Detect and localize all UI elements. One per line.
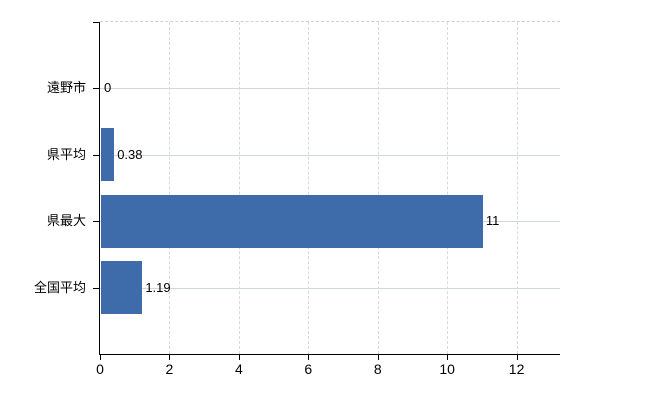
gridline-horizontal: [100, 88, 560, 90]
x-tick-label: 12: [508, 361, 525, 377]
gridline-vertical: [377, 22, 379, 354]
x-axis-tick: [169, 355, 171, 360]
x-tick-label: 4: [234, 361, 243, 377]
y-axis-tick: [93, 154, 100, 156]
x-axis-tick: [516, 355, 518, 360]
plot-top-border: [100, 21, 560, 22]
gridline-vertical: [169, 22, 171, 354]
value-label: 0.38: [117, 146, 143, 162]
y-axis-line: [99, 22, 100, 354]
gridline-vertical: [516, 22, 518, 354]
x-axis-tick: [377, 355, 379, 360]
value-label: 1.19: [145, 279, 171, 295]
y-axis-tick: [93, 22, 100, 23]
bar[interactable]: [101, 194, 483, 248]
x-axis-line: [99, 354, 560, 355]
x-tick-label: 10: [439, 361, 455, 377]
x-tick-label: 0: [96, 361, 104, 377]
x-axis-tick: [447, 355, 449, 360]
x-axis-tick: [308, 355, 310, 360]
gridline-vertical: [447, 22, 449, 354]
x-axis-tick: [238, 355, 240, 360]
category-label: 遠野市: [46, 80, 86, 96]
x-tick-label: 6: [304, 361, 313, 377]
category-label: 県最大: [46, 213, 86, 229]
bar[interactable]: [101, 128, 115, 182]
gridline-vertical: [238, 22, 240, 354]
category-label: 全国平均: [33, 279, 86, 295]
category-label: 県平均: [46, 146, 86, 162]
x-tick-label: 2: [165, 361, 174, 377]
gridline-vertical: [308, 22, 310, 354]
gridline-horizontal: [100, 287, 560, 289]
y-axis-tick: [93, 221, 100, 223]
y-axis-tick: [93, 287, 100, 289]
y-axis-tick: [93, 88, 100, 90]
value-label: 0: [104, 80, 112, 96]
gridline-horizontal: [100, 154, 560, 156]
x-tick-label: 8: [373, 361, 382, 377]
x-axis-tick: [100, 355, 101, 360]
bar[interactable]: [101, 261, 143, 315]
value-label: 11: [485, 213, 500, 229]
